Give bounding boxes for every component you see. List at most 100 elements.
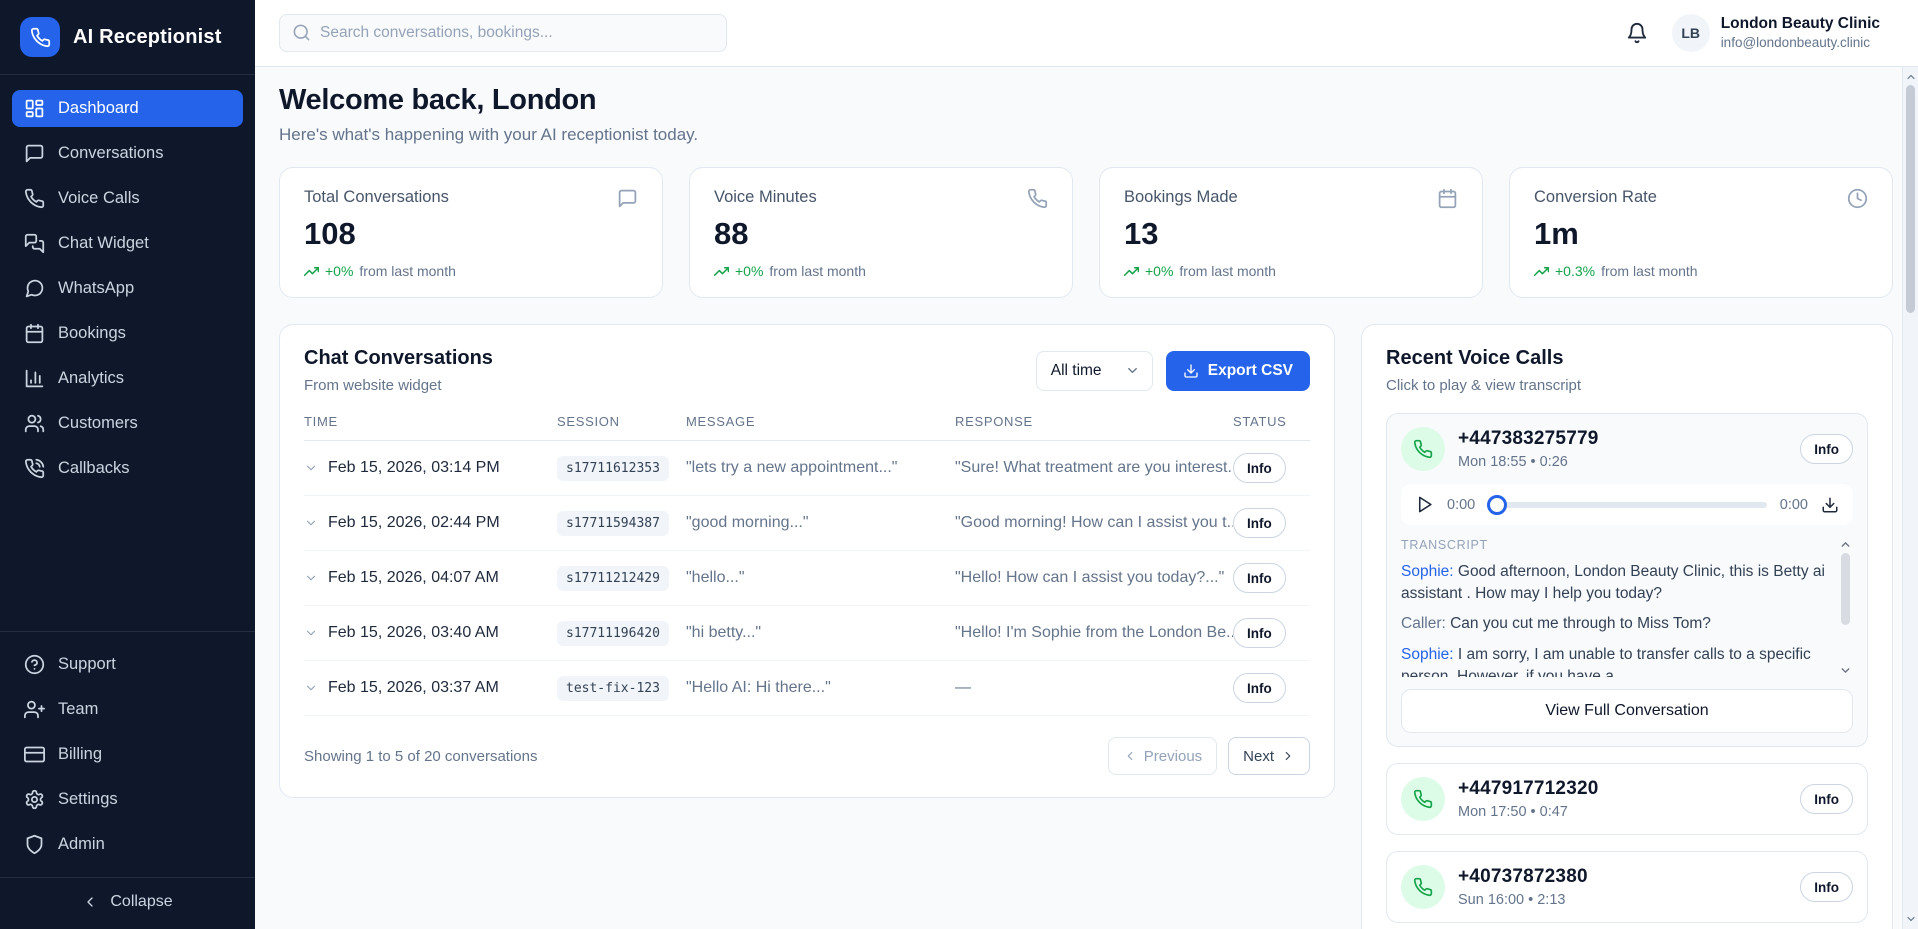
stat-value: 1m	[1534, 216, 1579, 251]
message-text: I am sorry, I am unable to transfer call…	[1401, 646, 1811, 677]
stat-label: Total Conversations	[304, 188, 449, 206]
chevron-left-icon	[1123, 749, 1137, 763]
view-full-conversation-button[interactable]: View Full Conversation	[1401, 689, 1853, 733]
chevron-down-icon[interactable]	[304, 681, 318, 695]
help-circle-icon	[24, 654, 45, 675]
sidebar-item-customers[interactable]: Customers	[12, 405, 243, 442]
row-info-button[interactable]: Info	[1233, 618, 1286, 648]
message-text: Can you cut me through to Miss Tom?	[1445, 615, 1711, 633]
next-page-button[interactable]: Next	[1228, 737, 1310, 775]
export-csv-button[interactable]: Export CSV	[1165, 350, 1310, 391]
next-label: Next	[1243, 747, 1274, 765]
play-icon	[1415, 495, 1434, 514]
search-input[interactable]	[279, 14, 727, 52]
stat-trend-text: from last month	[769, 263, 866, 279]
table-row[interactable]: Feb 15, 2026, 03:40 AM s17711196420 "hi …	[304, 606, 1310, 661]
scrollbar-thumb[interactable]	[1906, 85, 1915, 313]
app-title: AI Receptionist	[73, 25, 222, 48]
column-header-time: Time	[304, 414, 338, 429]
row-info-button[interactable]: Info	[1233, 508, 1286, 538]
scroll-down-icon[interactable]	[1839, 664, 1852, 677]
trending-up-icon	[714, 264, 729, 279]
voice-panel-subtitle: Click to play & view transcript	[1386, 377, 1582, 394]
stat-label: Bookings Made	[1124, 188, 1238, 206]
elapsed-time: 0:00	[1447, 496, 1476, 513]
transcript-label: TRANSCRIPT	[1401, 538, 1488, 552]
chevron-down-icon[interactable]	[304, 461, 318, 475]
sidebar-item-billing[interactable]: Billing	[12, 736, 243, 773]
row-info-button[interactable]: Info	[1233, 453, 1286, 483]
search-icon	[292, 23, 311, 42]
time-filter-select[interactable]: All time	[1035, 350, 1153, 391]
session-id-badge: test-fix-123	[557, 675, 669, 701]
previous-page-button[interactable]: Previous	[1107, 737, 1218, 775]
page-scrollbar[interactable]	[1902, 67, 1918, 929]
app-logo: AI Receptionist	[0, 0, 255, 75]
sidebar-item-whatsapp[interactable]: WhatsApp	[12, 270, 243, 307]
trending-up-icon	[1124, 264, 1139, 279]
row-time: Feb 15, 2026, 02:44 PM	[328, 514, 500, 531]
sidebar-item-label: Team	[58, 700, 99, 718]
sidebar-item-voice-calls[interactable]: Voice Calls	[12, 180, 243, 217]
user-menu[interactable]: LB London Beauty Clinic info@londonbeaut…	[1671, 14, 1880, 52]
table-row[interactable]: Feb 15, 2026, 04:07 AM s17711212429 "hel…	[304, 551, 1310, 606]
speaker-label: Caller:	[1401, 615, 1446, 633]
row-info-button[interactable]: Info	[1233, 673, 1286, 703]
row-info-button[interactable]: Info	[1233, 563, 1286, 593]
page-subtitle: Here's what's happening with your AI rec…	[279, 125, 699, 144]
collapse-sidebar-button[interactable]: Collapse	[0, 877, 255, 929]
sidebar-item-analytics[interactable]: Analytics	[12, 360, 243, 397]
sidebar-item-admin[interactable]: Admin	[12, 826, 243, 863]
play-button[interactable]	[1415, 495, 1434, 514]
sidebar-item-team[interactable]: Team	[12, 691, 243, 728]
seek-slider-thumb[interactable]	[1487, 494, 1508, 515]
call-info-button[interactable]: Info	[1800, 434, 1853, 464]
session-id-badge: s17711212429	[557, 565, 669, 591]
transcript-message: Sophie: I am sorry, I am unable to trans…	[1401, 644, 1831, 677]
row-response: "Hello! I'm Sophie from the London Be...	[955, 624, 1233, 641]
call-info-button[interactable]: Info	[1800, 784, 1853, 814]
sidebar-item-bookings[interactable]: Bookings	[12, 315, 243, 352]
user-name: London Beauty Clinic	[1720, 14, 1880, 32]
transcript-section: TRANSCRIPT Sophie: Good afternoon, Londo…	[1401, 538, 1853, 677]
seek-slider[interactable]	[1487, 494, 1767, 515]
sidebar-item-settings[interactable]: Settings	[12, 781, 243, 818]
sidebar-item-chat-widget[interactable]: Chat Widget	[12, 225, 243, 262]
row-message: "Hello AI: Hi there..."	[686, 679, 831, 696]
speaker-label: Sophie:	[1401, 646, 1454, 664]
chevron-down-icon[interactable]	[304, 571, 318, 585]
stat-trend-text: from last month	[1601, 263, 1698, 279]
trending-up-icon	[304, 264, 319, 279]
table-row[interactable]: Feb 15, 2026, 03:37 AM test-fix-123 "Hel…	[304, 661, 1310, 716]
chevron-down-icon[interactable]	[304, 626, 318, 640]
row-response: —	[955, 679, 971, 696]
phone-circle-icon	[1401, 427, 1445, 471]
call-number: +40737872380	[1458, 866, 1588, 887]
message-square-icon	[617, 188, 638, 209]
scroll-down-icon[interactable]	[1903, 913, 1918, 925]
shield-icon	[24, 834, 45, 855]
sidebar-item-label: Admin	[58, 835, 105, 853]
chevron-down-icon	[1125, 363, 1140, 378]
column-header-message: Message	[686, 414, 756, 429]
phone-icon	[24, 188, 45, 209]
transcript-scrollbar[interactable]	[1838, 538, 1853, 677]
message-square-icon	[24, 143, 45, 164]
table-row[interactable]: Feb 15, 2026, 03:14 PM s17711612353 "let…	[304, 441, 1310, 496]
scroll-up-icon[interactable]	[1839, 538, 1852, 551]
voice-call-card[interactable]: +40737872380 Sun 16:00 • 2:13 Info	[1386, 851, 1868, 923]
scroll-up-icon[interactable]	[1903, 71, 1918, 83]
table-row[interactable]: Feb 15, 2026, 02:44 PM s17711594387 "goo…	[304, 496, 1310, 551]
sidebar-item-callbacks[interactable]: Callbacks	[12, 450, 243, 487]
sidebar-item-conversations[interactable]: Conversations	[12, 135, 243, 172]
notifications-button[interactable]	[1622, 18, 1652, 48]
voice-call-card[interactable]: +447917712320 Mon 17:50 • 0:47 Info	[1386, 763, 1868, 835]
scrollbar-thumb[interactable]	[1841, 553, 1850, 625]
sidebar-item-dashboard[interactable]: Dashboard	[12, 90, 243, 127]
chevron-down-icon[interactable]	[304, 516, 318, 530]
sidebar-item-support[interactable]: Support	[12, 646, 243, 683]
download-recording-button[interactable]	[1821, 496, 1839, 514]
phone-call-icon	[24, 458, 45, 479]
call-info-button[interactable]: Info	[1800, 872, 1853, 902]
row-message: "lets try a new appointment..."	[686, 459, 898, 476]
